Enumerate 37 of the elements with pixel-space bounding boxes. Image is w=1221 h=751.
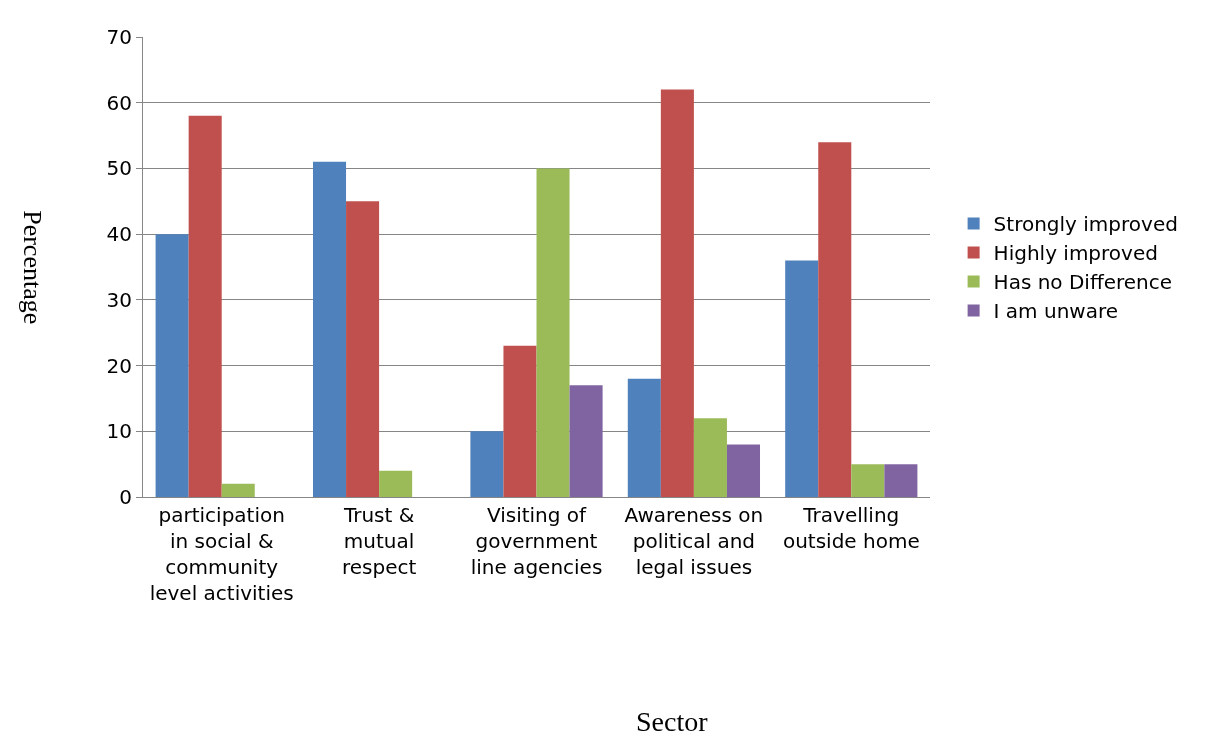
legend-label: Has no Difference	[993, 270, 1173, 295]
bar	[312, 161, 347, 497]
bar	[221, 483, 255, 497]
bar	[660, 89, 694, 497]
bar	[569, 385, 603, 497]
bar	[726, 444, 761, 497]
y-tick-label: 30	[106, 287, 132, 312]
x-tick-label: Travelling outside home	[782, 503, 920, 553]
legend-label: I am unware	[993, 299, 1119, 324]
y-tick-label: 60	[106, 90, 132, 115]
bar	[503, 345, 537, 497]
bar	[884, 464, 918, 497]
x-tick-label: Awareness on political and legal issues	[624, 503, 764, 579]
legend-label: Highly improved	[993, 241, 1158, 266]
y-tick-label: 70	[106, 25, 132, 49]
x-tick-label: Visiting of government line agencies	[470, 503, 603, 579]
bar	[851, 464, 885, 497]
x-tick-label: participation in social & community level activities	[149, 503, 294, 605]
y-tick-label: 50	[106, 156, 132, 181]
bar	[470, 431, 504, 497]
bar	[818, 142, 852, 497]
y-axis-title: Percentage	[17, 210, 47, 325]
x-axis-title: Sector	[636, 706, 709, 737]
bar	[536, 168, 570, 497]
bar	[693, 418, 727, 497]
bar	[188, 115, 222, 497]
bar	[785, 260, 819, 497]
bar	[346, 201, 380, 497]
x-tick-label: Trust & mutual respect	[341, 503, 417, 579]
y-tick-label: 40	[106, 222, 132, 247]
bar	[379, 470, 413, 497]
y-tick-label: 20	[106, 353, 132, 378]
legend-label: Strongly improved	[993, 212, 1178, 237]
y-tick-label: 10	[106, 419, 132, 444]
bar	[627, 378, 661, 497]
bar	[155, 234, 189, 497]
y-tick-label: 0	[119, 485, 132, 509]
